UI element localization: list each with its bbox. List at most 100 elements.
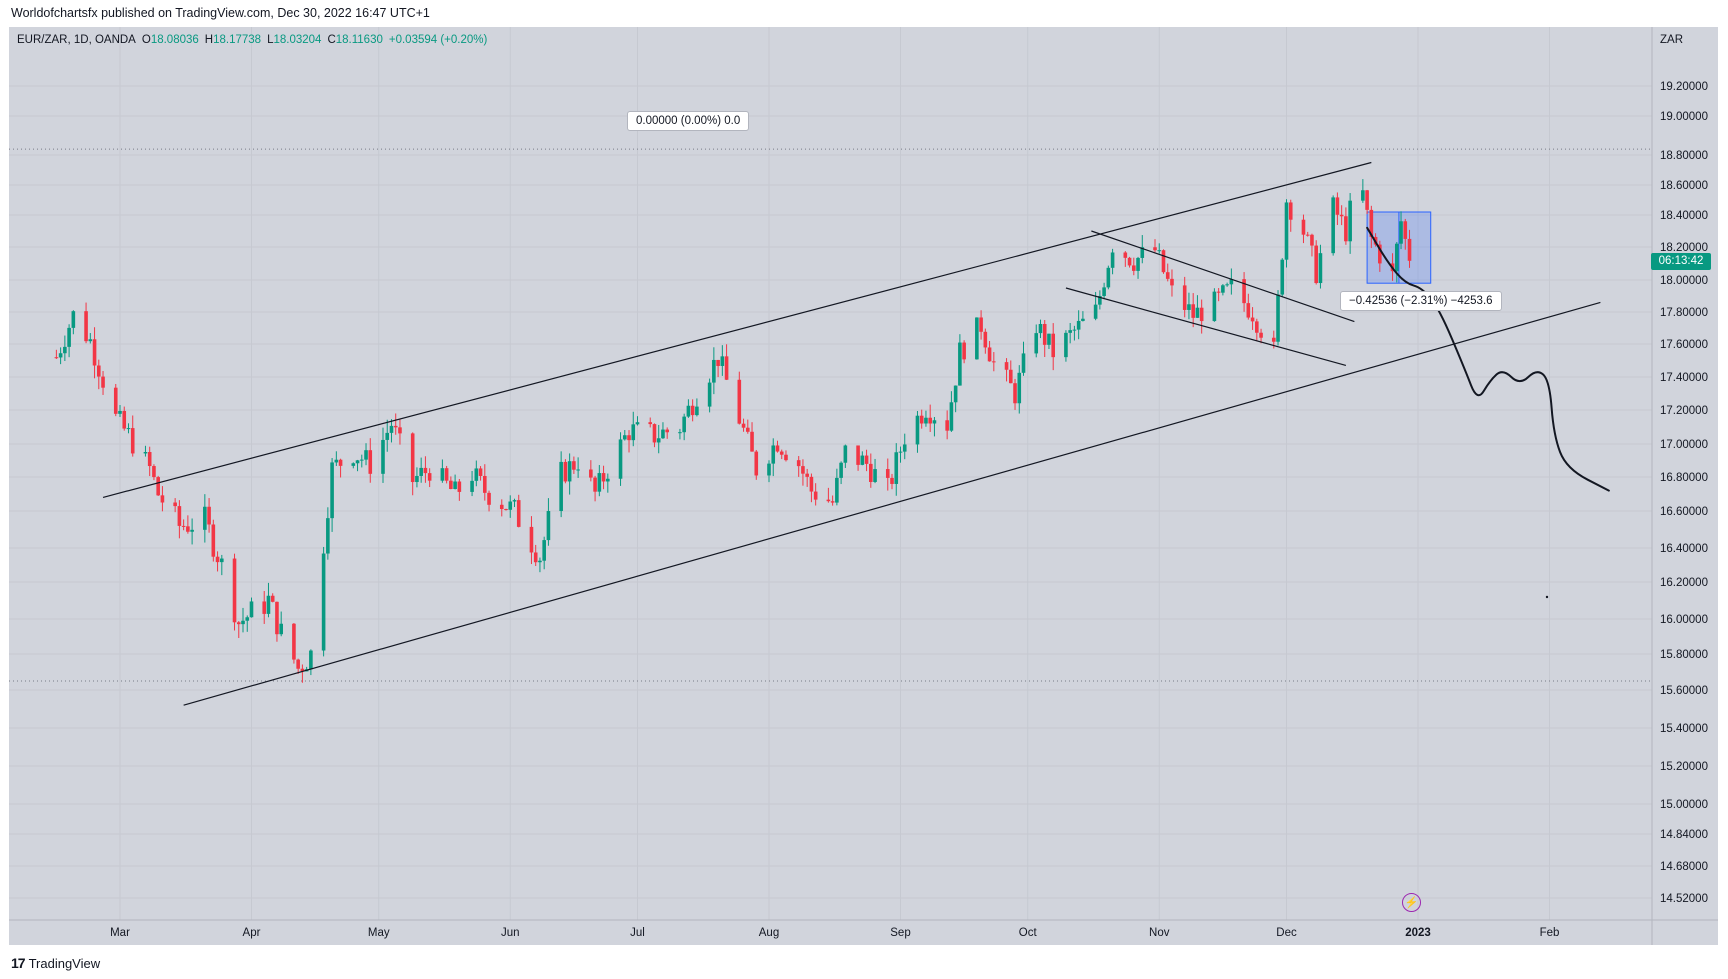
candle (979, 310, 983, 340)
candle-body (843, 445, 848, 463)
price-tick-label: 16.60000 (1660, 506, 1708, 518)
candle (88, 333, 93, 344)
candle (949, 391, 954, 432)
candle-body (567, 461, 572, 482)
candle-body (890, 477, 894, 484)
candle-body (1310, 234, 1314, 246)
candle-body (830, 501, 835, 503)
candle-body (457, 481, 462, 492)
candle (236, 621, 241, 639)
candle (885, 458, 890, 491)
candle-body (1339, 214, 1344, 217)
candle-body (962, 342, 966, 360)
measure-label-bottom[interactable]: −0.42536 (−2.31%) −4253.6 (1340, 291, 1502, 311)
candle-body (266, 595, 271, 614)
time-tick-label: Jun (501, 927, 520, 939)
candle (809, 473, 814, 503)
candle (1195, 295, 1200, 318)
low-label: L (267, 34, 274, 46)
candle-body (958, 342, 962, 386)
candle (601, 465, 606, 490)
candle-body (589, 469, 593, 478)
candle (457, 479, 462, 501)
candle-body (326, 518, 330, 554)
candle (415, 467, 419, 488)
candle (389, 419, 394, 443)
candle (1008, 360, 1013, 384)
candle-body (601, 473, 606, 482)
candle (1127, 256, 1132, 268)
candle-body (1216, 291, 1221, 293)
symbol-name[interactable]: EUR/ZAR, 1D, OANDA (17, 34, 136, 46)
candle-body (449, 480, 453, 489)
candle-body (177, 506, 182, 526)
candle-body (1195, 307, 1200, 318)
candle-body (330, 462, 334, 519)
candle (928, 404, 932, 432)
candle (1038, 319, 1043, 339)
candle-body (249, 601, 254, 618)
candle-body (232, 558, 237, 623)
flag-upper-line (1091, 230, 1355, 323)
candle-body (236, 622, 241, 625)
candle (690, 399, 695, 422)
candle (1288, 199, 1293, 232)
candle-body (835, 477, 839, 503)
candle-body (54, 357, 59, 359)
candle-body (512, 500, 517, 502)
candle (707, 378, 712, 413)
candle-body (686, 405, 691, 417)
candle-body (1013, 383, 1017, 404)
price-tick-label: 18.60000 (1660, 180, 1708, 192)
candle-body (635, 422, 640, 425)
candle-body (1153, 247, 1157, 251)
candle (309, 649, 313, 676)
candle-body (1335, 197, 1340, 215)
candle (771, 438, 776, 477)
candle-body (181, 525, 186, 527)
candle (898, 446, 903, 463)
price-axis: 19.20000 19.00000 18.80000 18.60000 18.40000… (1660, 81, 1708, 905)
price-tick-label: 15.60000 (1660, 685, 1708, 697)
candle (864, 449, 869, 472)
chart-area[interactable] (9, 27, 1718, 945)
candle (1068, 322, 1072, 344)
candle-body (932, 420, 937, 424)
price-tick-label: 15.00000 (1660, 799, 1708, 811)
candle (720, 345, 725, 376)
candle (987, 341, 992, 362)
candle-body (1229, 279, 1234, 285)
candle (529, 516, 534, 565)
candle-body (1348, 200, 1352, 242)
footer: 17 TradingView (11, 955, 100, 971)
candle-body (1017, 372, 1022, 404)
candle (449, 476, 453, 490)
lightning-icon[interactable]: ⚡ (1402, 893, 1421, 912)
candle-body (597, 473, 602, 492)
candle-body (915, 415, 920, 445)
candle (1106, 265, 1111, 290)
candle-body (1242, 279, 1246, 304)
candle (856, 445, 860, 471)
candle (147, 446, 152, 477)
candle (1102, 282, 1106, 300)
measure-label-top[interactable]: 0.00000 (0.00%) 0.0 (627, 111, 750, 131)
candle-body (648, 422, 653, 425)
candle-body (745, 427, 750, 432)
candle (724, 344, 729, 381)
candle-body (126, 428, 131, 430)
time-tick-label: May (368, 927, 390, 939)
candle (1161, 249, 1166, 274)
price-tick-label: 16.20000 (1660, 577, 1708, 589)
stray-dot (1545, 595, 1549, 599)
candle-body (690, 405, 695, 416)
candle-body (516, 500, 521, 527)
candle (975, 317, 979, 360)
candle (826, 487, 831, 503)
candle-body (389, 425, 394, 433)
candle-body (499, 504, 504, 510)
candle (1034, 324, 1039, 358)
candle-body (622, 435, 627, 440)
candle-body (147, 452, 152, 467)
